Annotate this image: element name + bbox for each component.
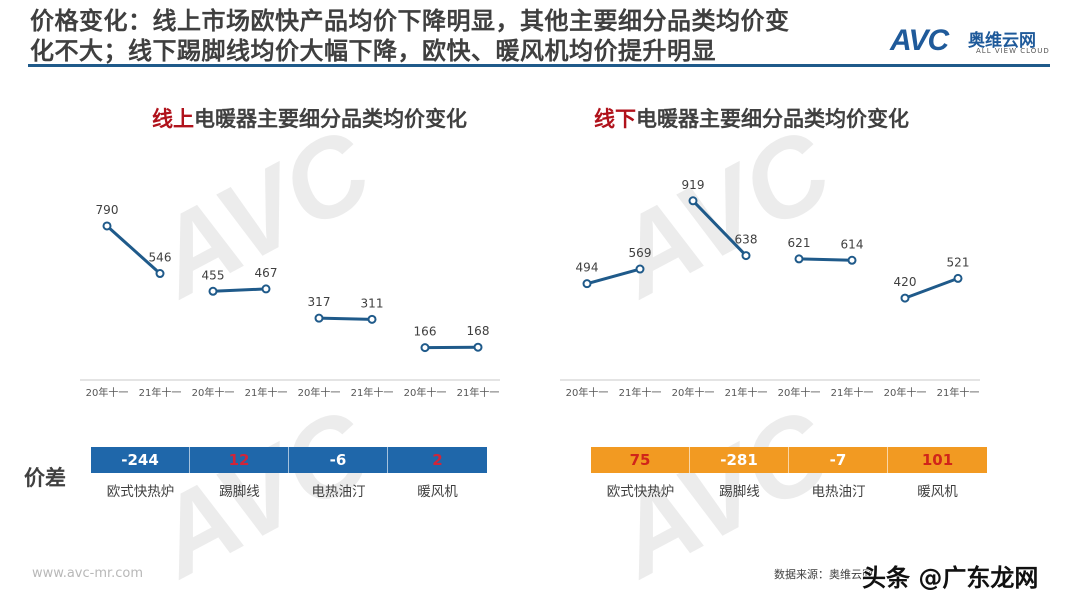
x-tick-label: 21年十一: [139, 386, 182, 399]
series-3: 420 521: [894, 255, 970, 303]
x-tick-label: 20年十一: [672, 386, 715, 399]
data-point: [953, 273, 963, 283]
data-point: [900, 293, 910, 303]
offline-chart-title: 线下电暖器主要细分品类均价变化: [594, 103, 909, 133]
offline-title-highlight: 线下: [594, 107, 636, 131]
data-source: 数据来源：奥维云网: [774, 568, 873, 581]
x-tick-label: 20年十一: [86, 386, 129, 399]
data-label: 790: [96, 203, 119, 217]
data-point: [102, 221, 112, 231]
data-label: 420: [894, 275, 917, 289]
x-tick-label: 20年十一: [404, 386, 447, 399]
data-point: [155, 269, 165, 279]
title-line-2: 化不大；线下踢脚线均价大幅下降，欧快、暖风机均价提升明显: [30, 37, 716, 65]
category-label: 暖风机: [917, 484, 958, 500]
x-tick-label: 20年十一: [192, 386, 235, 399]
data-point: [473, 342, 483, 352]
online-category-labels: 欧式快热炉 踢脚线 电热油汀 暖风机: [91, 480, 487, 500]
offline-title-rest: 电暖器主要细分品类均价变化: [636, 107, 909, 131]
data-label: 455: [202, 268, 225, 282]
header-divider: [28, 64, 1050, 67]
data-label: 638: [735, 233, 758, 247]
data-point: [635, 264, 645, 274]
online-diff-cell: 2: [388, 447, 487, 473]
x-tick-label: 21年十一: [831, 386, 874, 399]
series-1: 455 467: [202, 266, 278, 296]
data-label: 467: [255, 266, 278, 280]
data-label: 166: [414, 325, 437, 339]
data-label: 317: [308, 295, 331, 309]
data-point: [688, 196, 698, 206]
data-label: 311: [361, 296, 384, 310]
footer-url: www.avc-mr.com: [32, 566, 144, 581]
online-price-diff-bar: -244 12 -6 2: [91, 447, 487, 473]
category-label: 欧式快热炉: [106, 484, 175, 500]
data-label: 521: [947, 255, 970, 269]
x-tick-label: 21年十一: [351, 386, 394, 399]
data-point: [741, 251, 751, 261]
category-label: 暖风机: [417, 484, 458, 500]
x-tick-label: 20年十一: [884, 386, 927, 399]
offline-diff-cell: 75: [591, 447, 690, 473]
series-2: 621 614: [788, 236, 864, 265]
online-price-chart: 20年十一 21年十一 20年十一 21年十一 20年十一 21年十一 20年十一 21年十一…: [80, 203, 500, 399]
x-tick-label: 20年十一: [298, 386, 341, 399]
x-tick-label: 21年十一: [245, 386, 288, 399]
offline-category-labels: 欧式快热炉 踢脚线 电热油汀 暖风机: [591, 480, 987, 500]
online-title-rest: 电暖器主要细分品类均价变化: [194, 107, 467, 131]
data-point: [794, 254, 804, 264]
x-tick-label: 20年十一: [778, 386, 821, 399]
category-label: 电热油汀: [311, 484, 366, 500]
data-label: 168: [467, 324, 490, 338]
online-diff-cell: -6: [289, 447, 388, 473]
page-title: 价格变化：线上市场欧快产品均价下降明显，其他主要细分品类均价变 化不大；线下踢脚…: [30, 6, 870, 66]
offline-diff-cell: -281: [690, 447, 789, 473]
category-label: 电热油汀: [811, 484, 866, 500]
category-label: 欧式快热炉: [606, 484, 675, 500]
data-point: [367, 314, 377, 324]
data-label: 546: [149, 251, 172, 265]
data-label: 621: [788, 236, 811, 250]
offline-diff-cell: -7: [789, 447, 888, 473]
online-chart-title: 线上电暖器主要细分品类均价变化: [152, 103, 467, 133]
data-point: [208, 286, 218, 296]
data-label: 569: [629, 246, 652, 260]
x-tick-label: 21年十一: [457, 386, 500, 399]
avc-logo: AVC 奥维云网 ALL VIEW CLOUD: [890, 24, 1060, 58]
data-label: 494: [576, 261, 599, 275]
data-label: 919: [682, 178, 705, 192]
category-label: 踢脚线: [219, 484, 260, 500]
online-title-highlight: 线上: [152, 107, 194, 131]
series-2: 317 311: [308, 295, 384, 324]
data-point: [261, 284, 271, 294]
category-label: 踢脚线: [719, 484, 760, 500]
x-tick-label: 21年十一: [725, 386, 768, 399]
logo-mark: AVC: [890, 24, 949, 57]
x-tick-label: 21年十一: [937, 386, 980, 399]
series-0: 790 546: [96, 203, 172, 279]
series-0: 494 569: [576, 246, 652, 289]
price-diff-label: 价差: [24, 466, 66, 490]
data-point: [314, 313, 324, 323]
offline-price-chart: 20年十一 21年十一 20年十一 21年十一 20年十一 21年十一 20年十一 21年十一…: [560, 178, 980, 399]
online-diff-cell: 12: [190, 447, 289, 473]
data-label: 614: [841, 237, 864, 251]
series-3: 166 168: [414, 324, 490, 353]
data-point: [420, 343, 430, 353]
logo-cn: 奥维云网: [968, 31, 1036, 51]
toutiao-overlay: 头条 @广东龙网: [862, 564, 1039, 592]
offline-price-diff-bar: 75 -281 -7 101: [591, 447, 987, 473]
x-tick-label: 20年十一: [566, 386, 609, 399]
online-diff-cell: -244: [91, 447, 190, 473]
data-point: [847, 255, 857, 265]
data-point: [582, 279, 592, 289]
series-1: 919 638: [682, 178, 758, 261]
logo-en: ALL VIEW CLOUD: [976, 47, 1050, 55]
offline-diff-cell: 101: [888, 447, 987, 473]
title-line-1: 价格变化：线上市场欧快产品均价下降明显，其他主要细分品类均价变: [30, 7, 790, 35]
x-tick-label: 21年十一: [619, 386, 662, 399]
